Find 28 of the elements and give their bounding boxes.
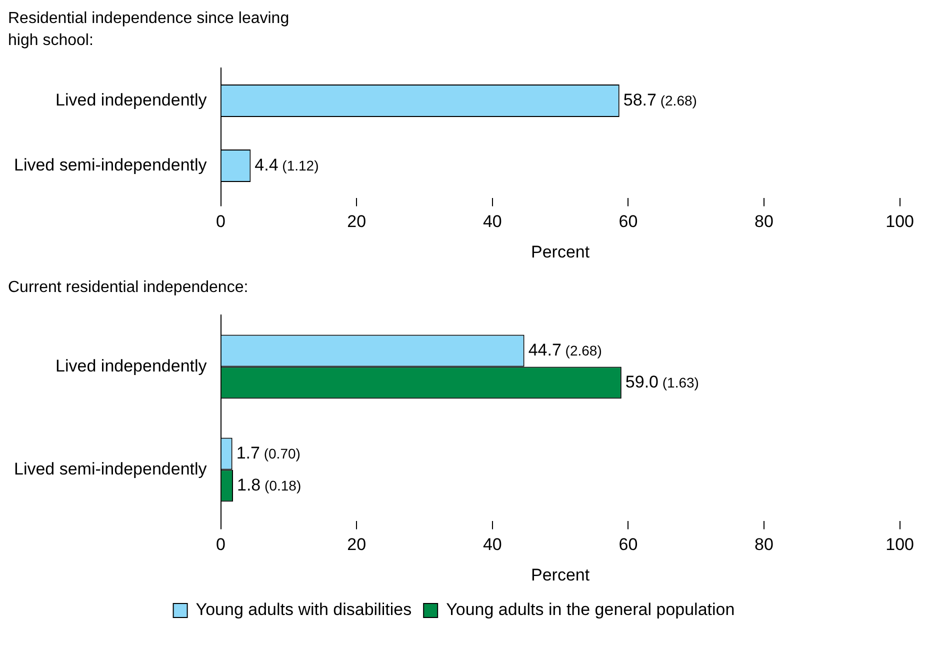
x-tick-label: 0 (216, 535, 226, 554)
data-label: 59.0 (1.63) (625, 372, 699, 392)
x-tick-label: 80 (754, 212, 774, 232)
chart-title: Residential independence since leaving high school: (8, 9, 290, 51)
data-label: 4.4 (1.12) (254, 155, 319, 174)
x-tick-label: 100 (886, 535, 914, 554)
data-label: 44.7 (2.68) (528, 340, 602, 360)
data-label: 1.8 (0.18) (237, 475, 302, 494)
x-axis-title: Percent (531, 242, 590, 262)
x-tick-label: 20 (347, 535, 366, 554)
x-tick-label: 0 (216, 212, 226, 232)
y-tick-label: Lived independently (56, 356, 208, 376)
x-tick-label: 20 (347, 212, 366, 232)
y-tick-label: Lived semi-independently (14, 459, 208, 478)
legend-label: Young adults with disabilities (196, 600, 412, 620)
legend-label: Young adults in the general population (446, 600, 735, 620)
x-tick-label: 40 (482, 212, 502, 232)
x-axis-title: Percent (531, 565, 590, 584)
x-tick-label: 80 (754, 535, 774, 554)
x-tick-label: 60 (618, 212, 638, 232)
data-label: 58.7 (2.68) (623, 90, 697, 110)
x-tick-label: 60 (618, 535, 638, 554)
chart-title: Current residential independence: (8, 278, 250, 298)
x-tick-label: 100 (886, 212, 914, 232)
y-tick-label: Lived independently (56, 90, 208, 110)
data-label: 1.7 (0.70) (236, 443, 300, 462)
y-tick-label: Lived semi-independently (14, 155, 208, 174)
x-tick-label: 40 (482, 535, 502, 554)
